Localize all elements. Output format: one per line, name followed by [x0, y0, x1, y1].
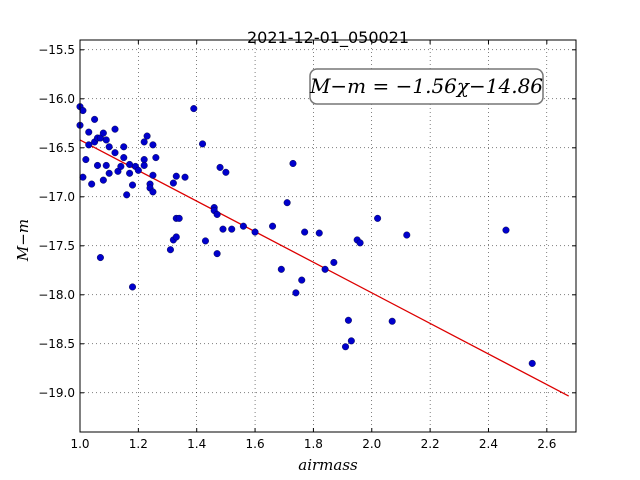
data-point: [85, 128, 93, 136]
data-point: [298, 276, 306, 284]
data-point: [356, 239, 364, 247]
data-point: [219, 225, 227, 233]
data-point: [91, 115, 99, 123]
data-point: [502, 226, 510, 234]
data-point: [213, 210, 221, 218]
data-point: [201, 237, 209, 245]
data-point: [105, 143, 113, 151]
y-tick-label: −18.5: [38, 337, 75, 351]
data-point: [216, 163, 224, 171]
data-point: [388, 317, 396, 325]
data-point: [251, 228, 259, 236]
data-point: [99, 176, 107, 184]
data-point: [126, 169, 134, 177]
data-point: [301, 228, 309, 236]
data-point: [199, 140, 207, 148]
data-point: [99, 129, 107, 137]
plot-frame: [79, 39, 577, 433]
data-point: [315, 229, 323, 237]
data-point: [152, 154, 160, 162]
x-axis-label: airmass: [298, 456, 358, 474]
data-point: [120, 154, 128, 162]
data-point: [79, 173, 87, 181]
fit-equation: M−m = −1.56χ−14.86: [309, 74, 543, 98]
data-point: [403, 231, 411, 239]
chart-title: 2021-12-01_050021: [247, 28, 409, 48]
y-tick-label: −19.0: [38, 386, 75, 400]
data-point: [82, 156, 90, 164]
data-point: [149, 171, 157, 179]
data-point: [149, 188, 157, 196]
data-point: [190, 105, 198, 113]
data-point: [344, 316, 352, 324]
data-points: [76, 103, 536, 367]
y-tick-label: −18.0: [38, 288, 75, 302]
data-point: [120, 143, 128, 151]
data-point: [347, 337, 355, 345]
data-point: [342, 343, 350, 351]
data-point: [126, 160, 134, 168]
y-tick-label: −17.5: [38, 239, 75, 253]
data-point: [143, 132, 151, 140]
data-point: [172, 233, 180, 241]
data-point: [94, 161, 102, 169]
data-point: [123, 191, 131, 199]
data-point: [111, 125, 119, 133]
y-tick-label: −15.5: [38, 43, 75, 57]
data-point: [96, 254, 104, 262]
x-tick-label: 2.4: [479, 437, 498, 451]
data-point: [117, 162, 125, 170]
data-point: [105, 169, 113, 177]
x-tick-label: 1.8: [304, 437, 323, 451]
y-axis-label: M−m: [14, 219, 32, 262]
data-point: [149, 141, 157, 149]
data-point: [166, 246, 174, 254]
data-point: [277, 265, 285, 273]
data-point: [213, 250, 221, 258]
x-tick-label: 2.2: [421, 437, 440, 451]
data-point: [269, 222, 277, 230]
data-point: [181, 173, 189, 181]
annotation-frame: [309, 68, 544, 105]
y-tick-label: −16.0: [38, 92, 75, 106]
data-point: [228, 225, 236, 233]
data-point: [239, 222, 247, 230]
data-point: [134, 166, 142, 174]
annotation-box: M−m = −1.56χ−14.86: [309, 68, 544, 105]
x-tick-label: 1.4: [187, 437, 206, 451]
data-point: [129, 283, 137, 291]
data-point: [321, 265, 329, 273]
x-tick-label: 2.6: [537, 437, 556, 451]
y-tick-label: −17.0: [38, 190, 75, 204]
data-point: [528, 359, 536, 367]
data-point: [289, 159, 297, 167]
data-point: [129, 181, 137, 189]
data-point: [169, 179, 177, 187]
data-point: [292, 289, 300, 297]
data-point: [102, 136, 110, 144]
data-point: [374, 214, 382, 222]
data-point: [88, 180, 96, 188]
x-tick-label: 1.2: [129, 437, 148, 451]
data-point: [111, 149, 119, 157]
data-point: [330, 258, 338, 266]
data-point: [140, 156, 148, 164]
x-tick-label: 2.0: [362, 437, 381, 451]
y-tick-label: −16.5: [38, 141, 75, 155]
x-tick-label: 1.6: [246, 437, 265, 451]
data-point: [172, 172, 180, 180]
axis-ticks: 1.0 1.2 1.4 1.6 1.8 2.0 2.2 2.4 2.6 −15.5 −16.0 −16…: [38, 40, 576, 451]
data-point: [175, 214, 183, 222]
data-point: [140, 138, 148, 146]
data-point: [85, 141, 93, 149]
data-point: [102, 161, 110, 169]
data-point: [222, 168, 230, 176]
data-point: [140, 161, 148, 169]
data-point: [79, 107, 87, 115]
data-point: [283, 199, 291, 207]
x-tick-label: 1.0: [70, 437, 89, 451]
